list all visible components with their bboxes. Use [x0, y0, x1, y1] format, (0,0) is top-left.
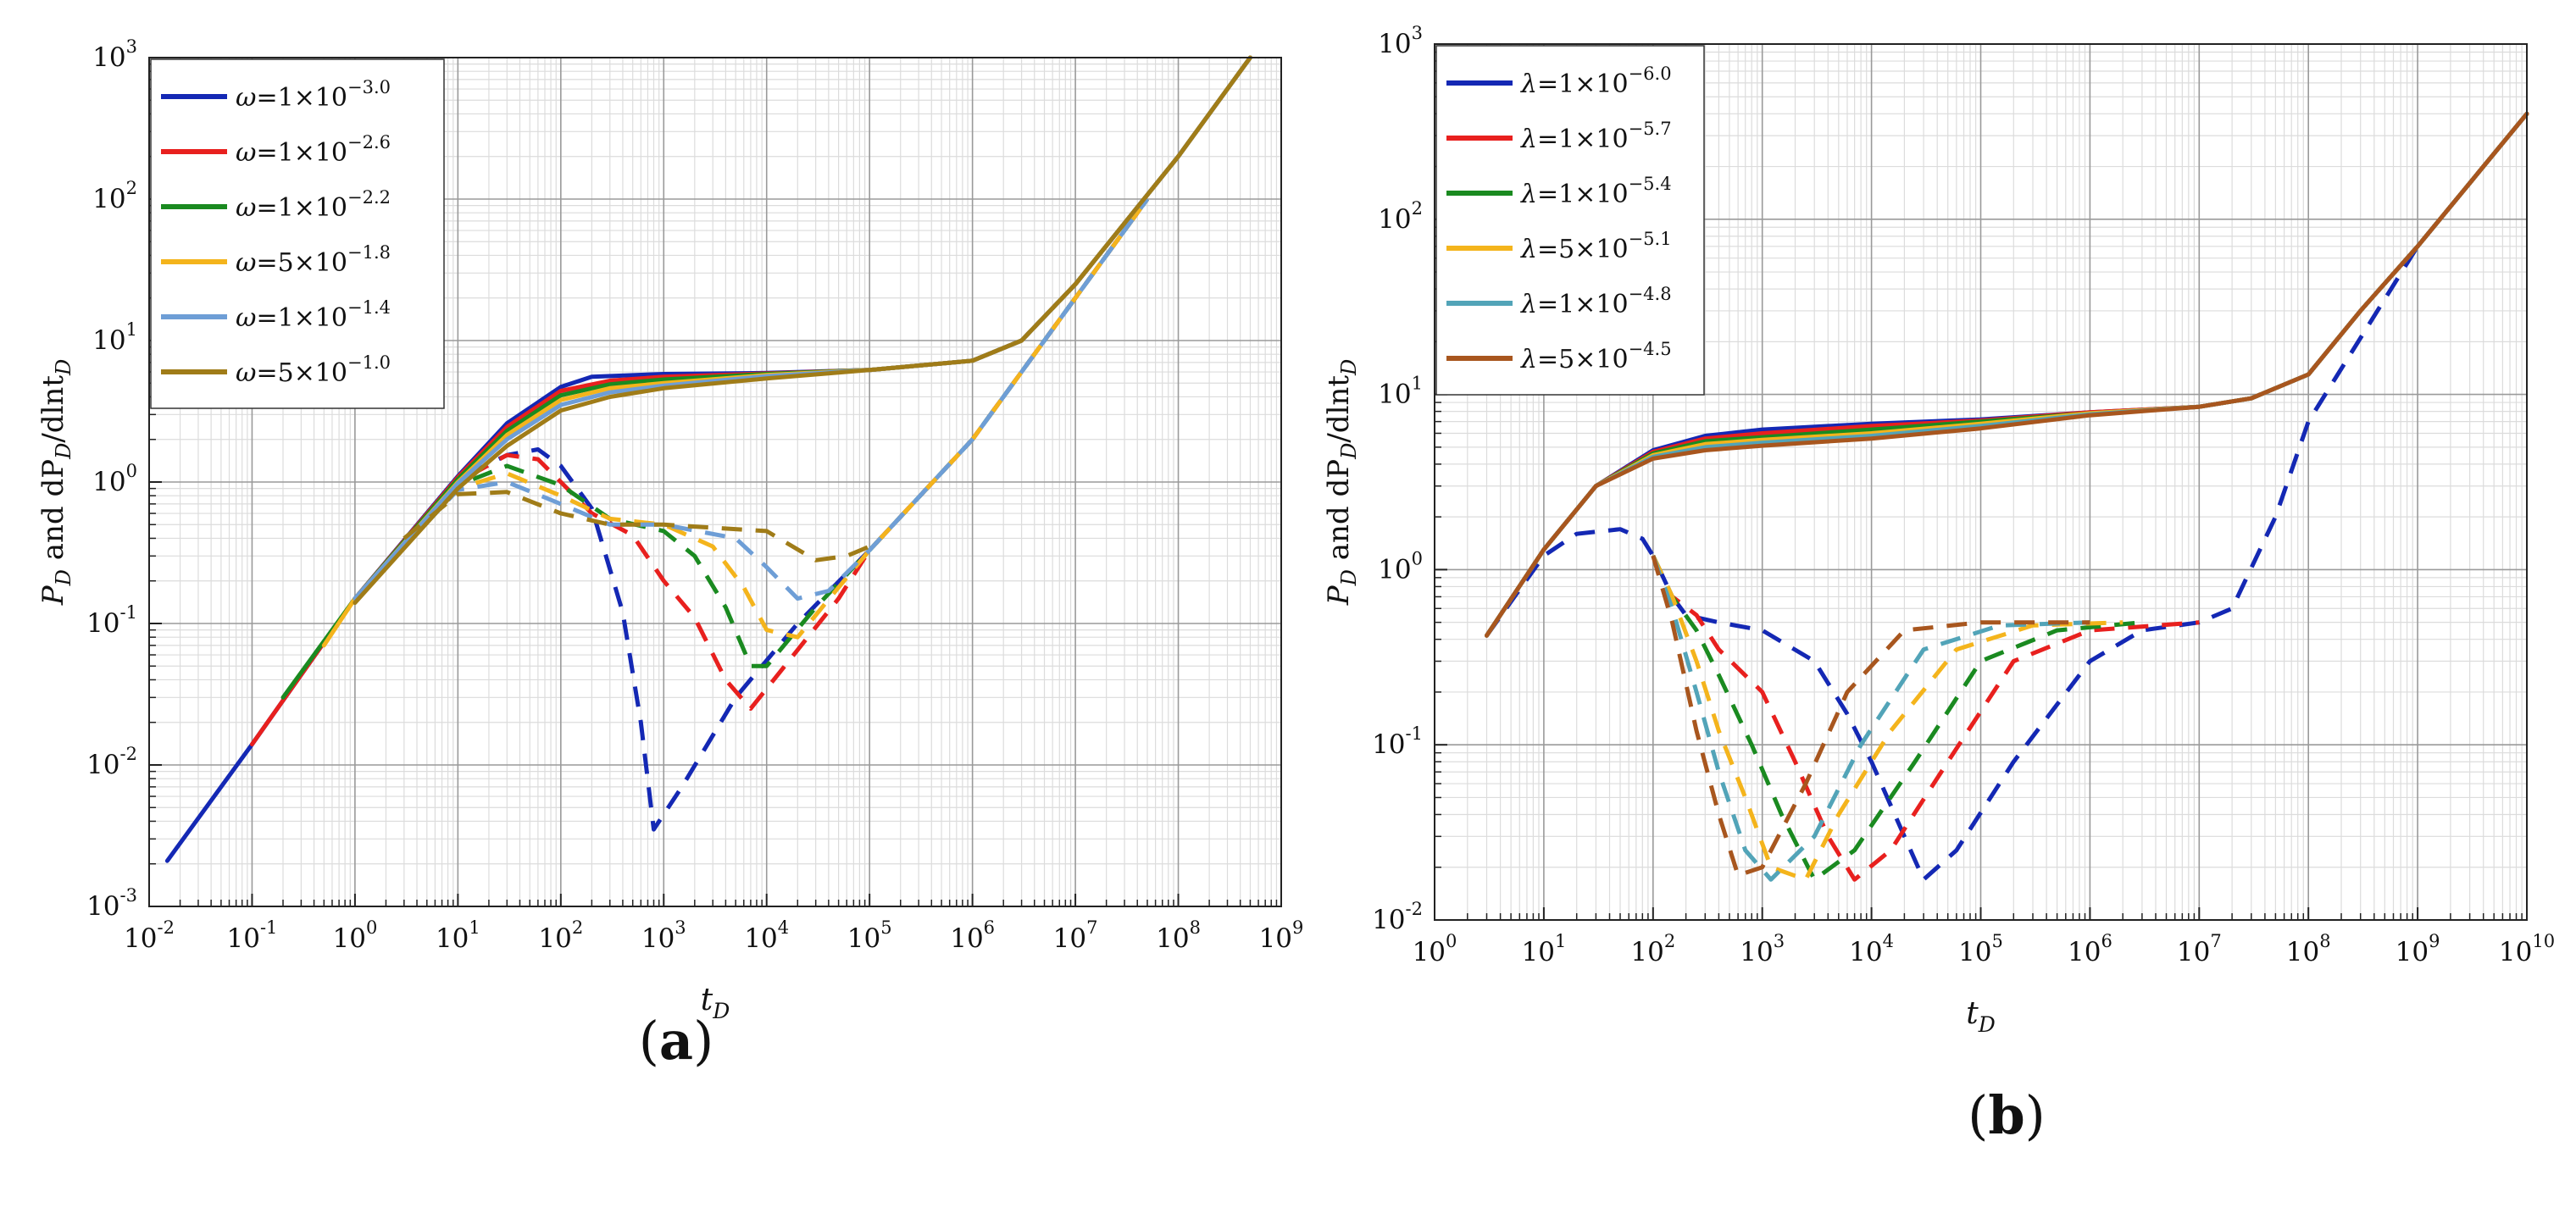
x-tick-label: 101 — [1521, 931, 1566, 967]
derivative-curve-3 — [353, 197, 1150, 668]
x-tick-label: 102 — [1630, 931, 1675, 967]
y-tick-label: 100 — [1378, 548, 1423, 585]
x-tick-label: 100 — [1413, 931, 1457, 967]
derivative-curve-6 — [1651, 555, 2090, 878]
x-tick-label: 103 — [1740, 931, 1785, 967]
x-axis-label: tD — [1966, 996, 1996, 1037]
pressure-curve-6 — [353, 55, 1252, 606]
derivative-curve-5 — [1651, 555, 2090, 882]
legend-entry-1: ω=1×10−3.0 — [236, 77, 391, 113]
legend-entry-2: ω=1×10−2.6 — [236, 132, 391, 168]
ticks: 100 101 102 103 104 105 106 107 108 109 101010-210… — [1372, 23, 2555, 967]
y-tick-label: 10-3 — [86, 885, 137, 922]
legend-entry-3: ω=1×10−2.2 — [236, 187, 391, 223]
legend-entry-4: ω=5×10−1.8 — [236, 242, 391, 278]
legend-entry-3: λ=1×10−5.4 — [1520, 174, 1672, 209]
y-axis-label: PD and dPD/dlntD — [36, 359, 75, 607]
legend-entry-1: λ=1×10−6.0 — [1520, 64, 1672, 99]
chart-panel-b: 100 101 102 103 104 105 106 107 108 109 101010-210… — [1322, 23, 2555, 1146]
chart-panel-a: 10-2 10-1 100 101 102 103 104 105 106 107 108 109 10… — [36, 36, 1303, 1072]
x-tick-label: 103 — [641, 917, 686, 954]
x-tick-label: 106 — [2068, 931, 2112, 967]
derivative-curve-3 — [1651, 554, 2143, 882]
y-axis-label: PD and dPD/dlntD — [1322, 359, 1361, 607]
pressure-curve-6 — [1485, 111, 2529, 638]
legend-box — [150, 58, 445, 409]
y-tick-label: 10-1 — [86, 602, 137, 639]
x-tick-label: 100 — [332, 917, 377, 954]
ticks: 10-2 10-1 100 101 102 103 104 105 106 107 108 109 10… — [86, 36, 1303, 954]
x-tick-label: 109 — [1259, 917, 1304, 954]
legend-entry-5: ω=1×10−1.4 — [236, 297, 391, 333]
x-tick-label: 106 — [950, 917, 995, 954]
x-tick-label: 104 — [1849, 931, 1894, 967]
y-tick-label: 100 — [92, 461, 137, 497]
x-tick-label: 102 — [538, 917, 583, 954]
x-tick-label: 104 — [744, 917, 789, 954]
panel-caption: (b) — [1968, 1084, 2046, 1146]
y-tick-label: 10-1 — [1372, 723, 1423, 760]
y-tick-label: 101 — [92, 319, 137, 356]
y-tick-label: 102 — [92, 178, 137, 214]
legend-entry-5: λ=1×10−4.8 — [1520, 284, 1672, 319]
y-tick-label: 103 — [92, 36, 137, 73]
legend-entry-2: λ=1×10−5.7 — [1520, 119, 1672, 154]
x-tick-label: 105 — [1958, 931, 2003, 967]
x-tick-label: 10-2 — [124, 917, 175, 954]
derivative-curve-5 — [353, 197, 1150, 601]
derivative-curve-4 — [353, 197, 1150, 640]
y-tick-label: 10-2 — [86, 744, 137, 780]
x-tick-label: 109 — [2396, 931, 2440, 967]
series-curves — [1485, 111, 2529, 882]
derivative-curve-6 — [402, 490, 871, 562]
derivative-curve-2 — [1651, 554, 2200, 882]
y-tick-label: 103 — [1378, 23, 1423, 59]
legend-entry-6: ω=5×10−1.0 — [236, 352, 391, 388]
x-tick-label: 107 — [2177, 931, 2222, 967]
derivative-curve-1 — [1485, 112, 2529, 882]
y-tick-label: 101 — [1378, 374, 1423, 410]
legend: λ=1×10−6.0 λ=1×10−5.7 λ=1×10−5.4 λ=5×10−5.1… — [1435, 45, 1705, 396]
legend-entry-4: λ=5×10−5.1 — [1520, 229, 1672, 264]
legend-entry-6: λ=5×10−4.5 — [1520, 339, 1672, 374]
x-tick-label: 1010 — [2499, 931, 2555, 967]
x-tick-label: 108 — [2286, 931, 2331, 967]
x-tick-label: 107 — [1053, 917, 1098, 954]
x-tick-label: 10-1 — [226, 917, 277, 954]
x-tick-label: 101 — [436, 917, 480, 954]
panel-caption: (a) — [639, 1010, 714, 1072]
x-tick-label: 105 — [847, 917, 892, 954]
legend: ω=1×10−3.0 ω=1×10−2.6 ω=1×10−2.2 ω=5×10−1.8… — [150, 58, 445, 409]
x-axis-label: tD — [701, 983, 730, 1023]
series-curves — [164, 55, 1252, 863]
y-tick-label: 10-2 — [1372, 899, 1423, 935]
x-tick-label: 108 — [1156, 917, 1201, 954]
y-tick-label: 102 — [1378, 198, 1423, 235]
legend-box — [1435, 45, 1705, 396]
derivative-curve-4 — [1651, 554, 2124, 882]
